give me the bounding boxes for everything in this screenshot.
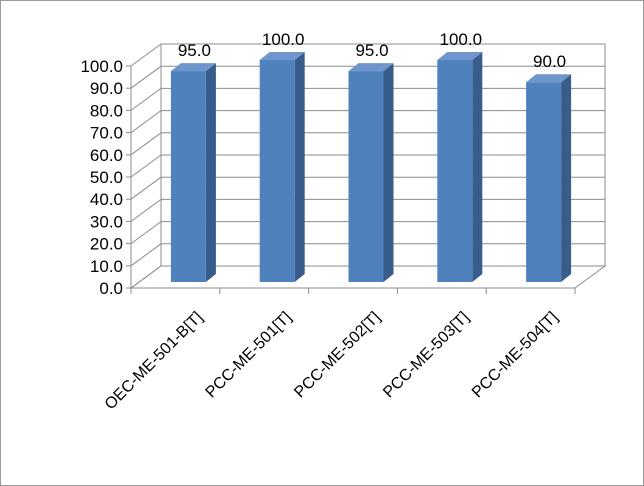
y-tick-label: 90.0	[90, 79, 123, 98]
bar-side	[472, 52, 483, 282]
data-label: 95.0	[178, 41, 211, 60]
y-tick-label: 50.0	[90, 168, 123, 187]
data-label: 90.0	[533, 52, 566, 71]
gridline-side	[130, 87, 162, 111]
bar-side	[561, 74, 572, 282]
y-tick-label: 40.0	[90, 190, 123, 209]
y-tick-label: 0.0	[99, 279, 123, 298]
x-axis-category-labels: OEC-ME-501-B[T]PCC-ME-501[T]PCC-ME-502[T…	[102, 309, 562, 413]
gridline-side	[130, 43, 162, 67]
x-category-label: OEC-ME-501-B[T]	[102, 309, 206, 413]
bar-side	[383, 63, 394, 282]
bar-top	[348, 63, 394, 72]
y-tick-label: 10.0	[90, 257, 123, 276]
data-labels: 95.0 100.0 95.0 100.0 90.0	[178, 30, 566, 71]
data-label: 100.0	[440, 30, 483, 49]
y-tick-label: 80.0	[90, 101, 123, 120]
bar	[170, 71, 206, 282]
bar	[348, 71, 384, 282]
bar-top	[170, 63, 216, 72]
gridline-side	[130, 243, 162, 267]
bars	[170, 52, 572, 282]
x-category-label: PCC-ME-502[T]	[291, 309, 383, 401]
y-axis-tick-labels: 0.0 10.0 20.0 30.0 40.0 50.0 60.0 70.0 80.0 90.0 1…	[80, 57, 123, 298]
y-tick-label: 100.0	[80, 57, 123, 76]
bar	[259, 60, 295, 282]
gridline-side	[130, 154, 162, 178]
y-tick-label: 20.0	[90, 235, 123, 254]
gridline-side	[130, 198, 162, 222]
y-tick-label: 70.0	[90, 124, 123, 143]
x-category-label: PCC-ME-503[T]	[380, 309, 472, 401]
gridline-side	[130, 110, 162, 134]
y-tick-label: 60.0	[90, 146, 123, 165]
gridline-side	[130, 65, 162, 89]
data-label: 100.0	[262, 30, 305, 49]
bar	[526, 82, 562, 282]
x-category-label: PCC-ME-504[T]	[469, 309, 561, 401]
gridline-side	[130, 265, 162, 289]
bar	[437, 60, 473, 282]
bar-top	[526, 74, 572, 83]
bar-top	[259, 52, 305, 60]
x-category-label: PCC-ME-501[T]	[203, 309, 295, 401]
gridline-side	[130, 221, 162, 245]
bar-top	[437, 52, 483, 60]
axes	[126, 65, 576, 294]
bar-side	[294, 52, 305, 282]
y-tick-label: 30.0	[90, 212, 123, 231]
bar-side	[205, 63, 216, 282]
gridline-side	[130, 132, 162, 156]
gridline-side	[130, 176, 162, 200]
data-label: 95.0	[355, 41, 388, 60]
